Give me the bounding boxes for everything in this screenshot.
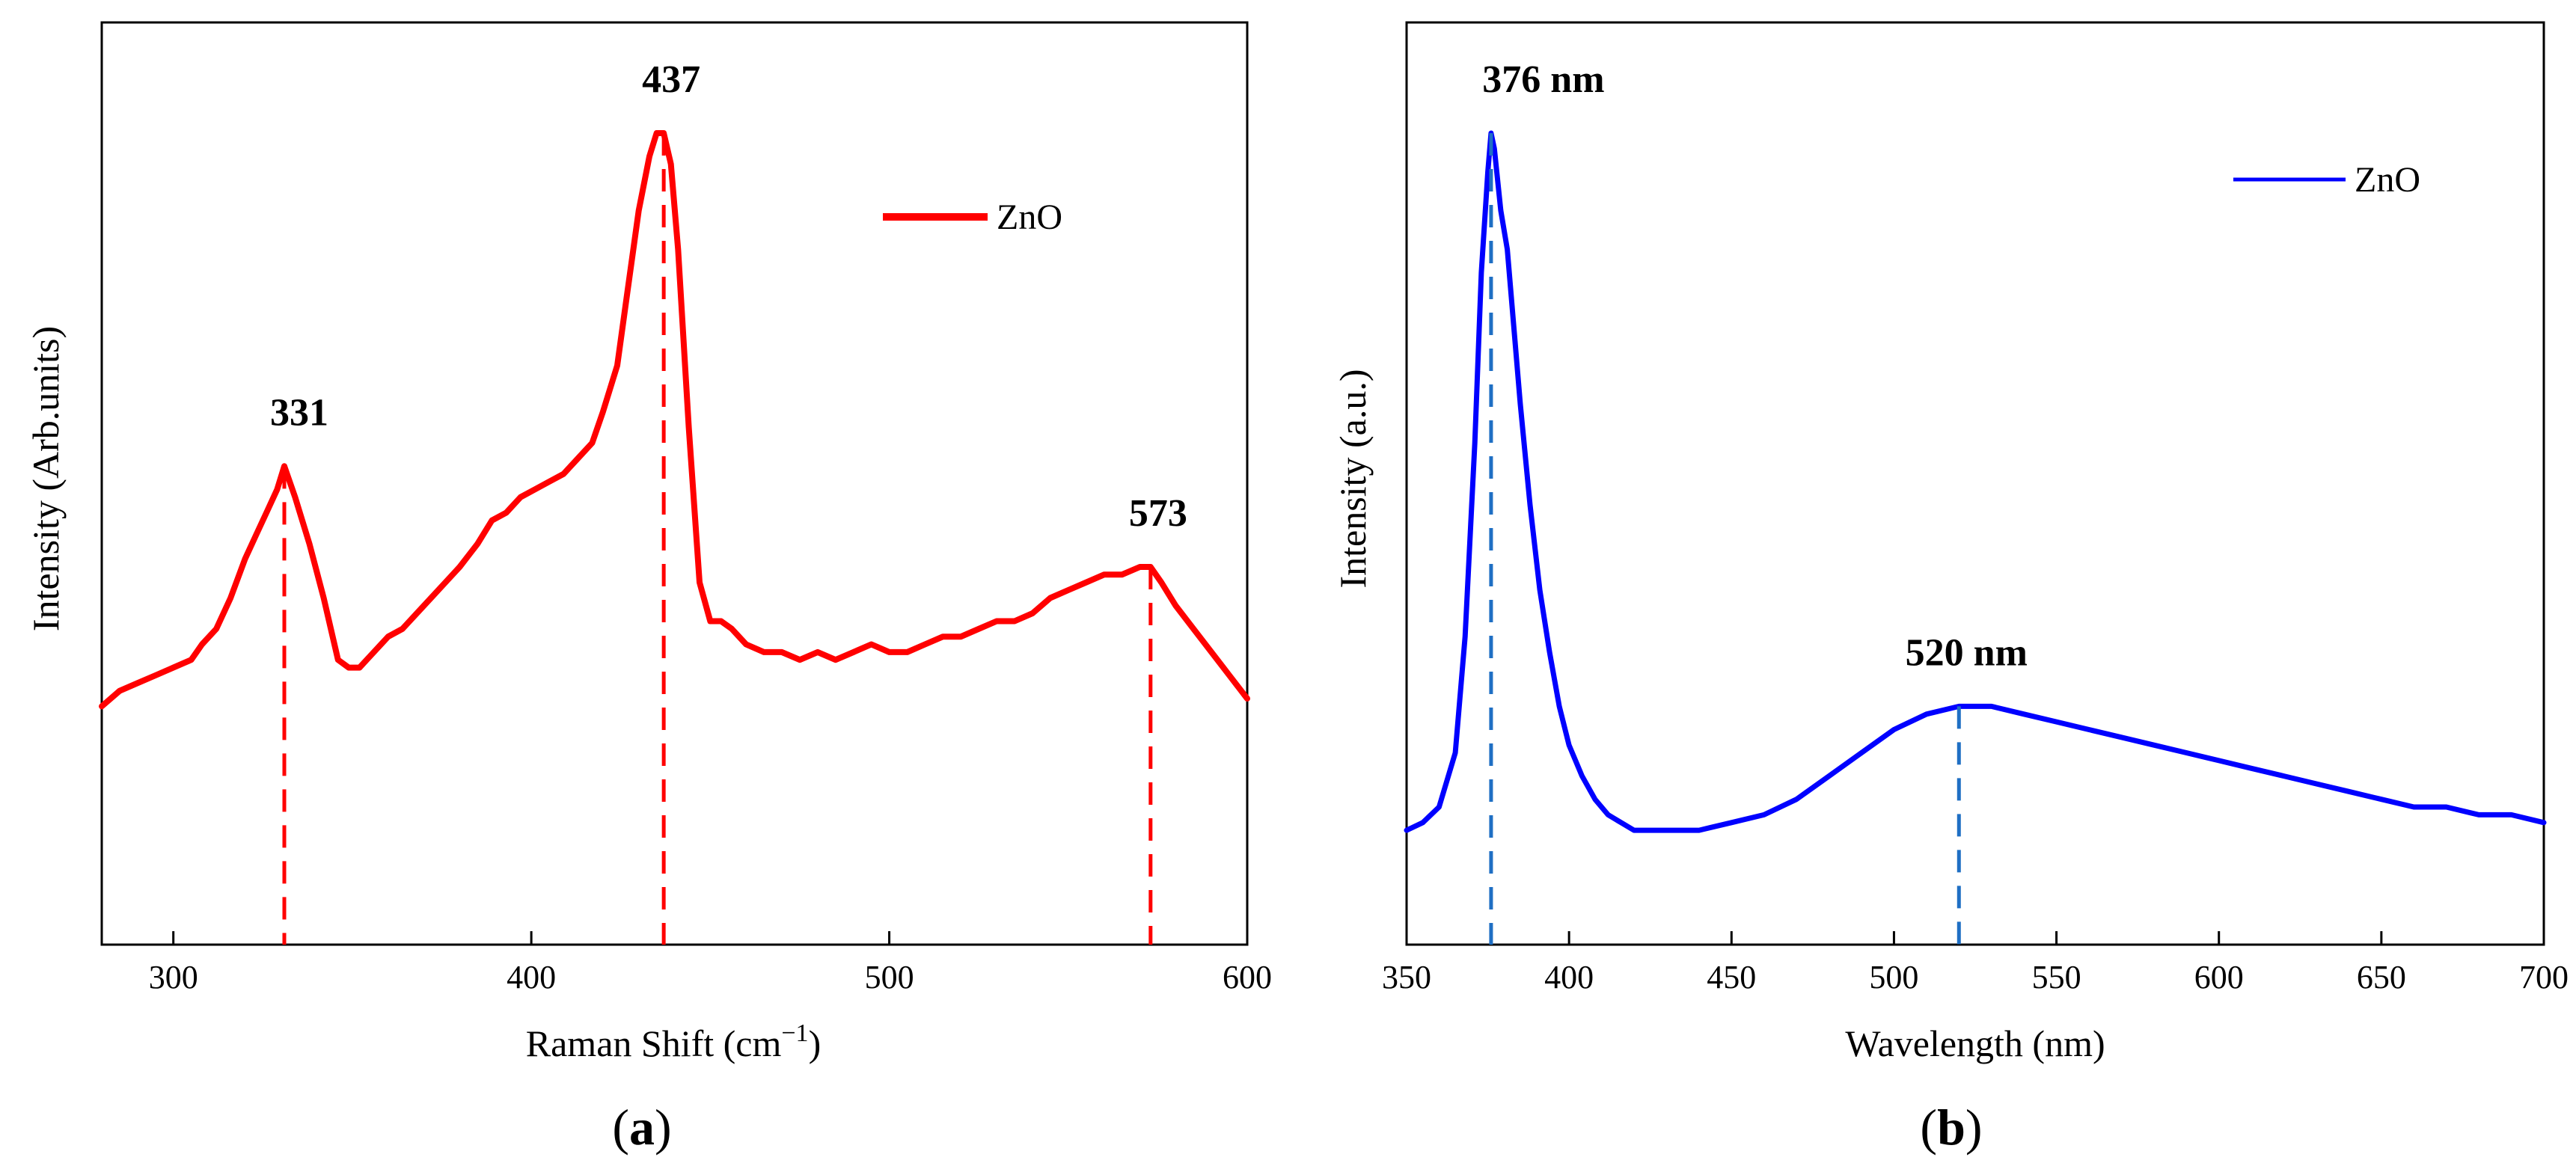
- x-tick-label: 650: [2357, 959, 2406, 995]
- panel-label-open: (: [1920, 1099, 1937, 1156]
- x-tick-label: 600: [1223, 959, 1272, 995]
- x-axis-title-superscript: −1: [781, 1019, 808, 1047]
- panel-label: (b): [1920, 1099, 1982, 1156]
- x-axis-title: Raman Shift (cm−1): [526, 1019, 821, 1064]
- panel-label-letter: b: [1937, 1099, 1965, 1156]
- x-axis-title: Wavelength (nm): [1845, 1022, 2105, 1064]
- peak-label: 376 nm: [1482, 58, 1604, 101]
- panel-a: 300 400 500 600 Raman Shift (cm−1) Intensity …: [25, 21, 1272, 1156]
- legend-label: ZnO: [2355, 160, 2420, 200]
- x-tick-label: 500: [865, 959, 914, 995]
- legend-label: ZnO: [997, 197, 1062, 237]
- panel-label-letter: a: [629, 1099, 655, 1156]
- panel-label-open: (: [612, 1099, 629, 1156]
- x-tick-label: 700: [2519, 959, 2569, 995]
- x-tick-label: 400: [1544, 959, 1594, 995]
- x-tick-label: 300: [149, 959, 198, 995]
- panel-label-close: ): [1965, 1099, 1983, 1156]
- panel-label: (a): [612, 1099, 671, 1156]
- x-tick-label: 600: [2194, 959, 2244, 995]
- x-tick-label: 400: [507, 959, 556, 995]
- peak-label: 520 nm: [1906, 631, 2028, 674]
- y-axis-title: Intensity (a.u.): [1332, 369, 1374, 589]
- x-tick-label: 350: [1382, 959, 1431, 995]
- panel-label-close: ): [655, 1099, 672, 1156]
- x-axis-title-close: ): [809, 1022, 822, 1064]
- x-axis-title-main: Raman Shift (cm: [526, 1022, 782, 1064]
- panel-b: 350 400 450 500 550 600 650 700 Wavelength (nm) I…: [1332, 21, 2569, 1156]
- plot-frame: [100, 21, 1249, 946]
- peak-label: 437: [642, 58, 700, 101]
- y-axis-title: Intensity (Arb.units): [25, 326, 67, 631]
- peak-label: 573: [1129, 492, 1187, 535]
- x-tick-label: 500: [1869, 959, 1918, 995]
- plot-frame: [1405, 21, 2545, 946]
- x-axis-title-main: Wavelength (nm): [1845, 1022, 2105, 1064]
- x-tick-label: 550: [2032, 959, 2081, 995]
- x-tick-label: 450: [1707, 959, 1756, 995]
- series-line-zno: [1404, 130, 2547, 833]
- peak-label: 331: [270, 391, 328, 434]
